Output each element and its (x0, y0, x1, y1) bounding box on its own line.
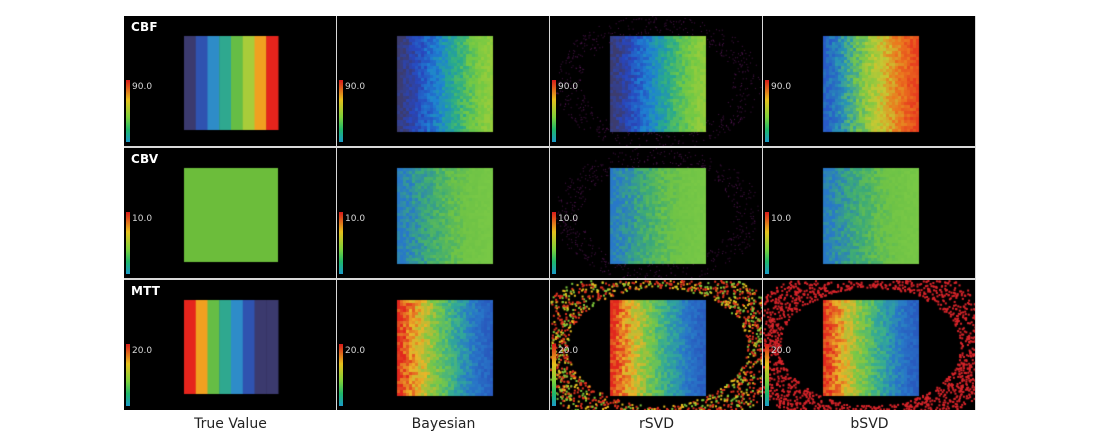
map-image (550, 16, 762, 146)
panel-cbf-0: 90.0 CBF (124, 16, 336, 146)
colorbar (339, 212, 343, 274)
panel-mtt-0: 20.0 MTT (124, 280, 336, 410)
panel-cbf-3: 90.0 (763, 16, 975, 146)
colorbar-max-label: 10.0 (771, 214, 792, 224)
colorbar (126, 212, 130, 274)
col-label-rsvd: rSVD (639, 416, 674, 432)
colorbar-max-label: 20.0 (132, 346, 153, 356)
colorbar-max-label: 10.0 (345, 214, 366, 224)
map-image (337, 280, 549, 410)
colorbar-max-label: 10.0 (558, 214, 579, 224)
map-image (124, 148, 336, 278)
colorbar (126, 80, 130, 142)
col-label-bsvd: bSVD (850, 416, 889, 432)
map-image (550, 280, 762, 410)
figure-grid: 90.0 CBF 90.0 90.0 90.0 10.0 CBV 10.0 10.0 10.0 20… (124, 16, 976, 410)
colorbar-max-label: 20.0 (771, 346, 792, 356)
colorbar (552, 212, 556, 274)
panel-mtt-1: 20.0 (337, 280, 549, 410)
row-label-mtt: MTT (131, 284, 161, 298)
colorbar (339, 344, 343, 406)
panel-cbv-0: 10.0 CBV (124, 148, 336, 278)
colorbar (339, 80, 343, 142)
panel-cbv-1: 10.0 (337, 148, 549, 278)
colorbar (126, 344, 130, 406)
map-image (763, 280, 975, 410)
panel-cbv-2: 10.0 (550, 148, 762, 278)
panel-mtt-2: 20.0 (550, 280, 762, 410)
colorbar-max-label: 10.0 (132, 214, 153, 224)
colorbar (765, 212, 769, 274)
panel-cbf-1: 90.0 (337, 16, 549, 146)
map-image (763, 16, 975, 146)
map-image (124, 16, 336, 146)
col-label-true-value: True Value (194, 416, 267, 432)
colorbar-max-label: 90.0 (132, 82, 153, 92)
map-image (550, 148, 762, 278)
map-image (763, 148, 975, 278)
panel-mtt-3: 20.0 (763, 280, 975, 410)
colorbar-max-label: 90.0 (558, 82, 579, 92)
panel-cbv-3: 10.0 (763, 148, 975, 278)
colorbar (552, 80, 556, 142)
col-label-bayesian: Bayesian (411, 416, 476, 432)
panel-cbf-2: 90.0 (550, 16, 762, 146)
colorbar-max-label: 90.0 (771, 82, 792, 92)
colorbar (552, 344, 556, 406)
colorbar (765, 344, 769, 406)
map-image (337, 148, 549, 278)
map-image (337, 16, 549, 146)
colorbar (765, 80, 769, 142)
colorbar-max-label: 20.0 (558, 346, 579, 356)
colorbar-max-label: 90.0 (345, 82, 366, 92)
row-label-cbf: CBF (131, 20, 158, 34)
colorbar-max-label: 20.0 (345, 346, 366, 356)
row-label-cbv: CBV (131, 152, 159, 166)
map-image (124, 280, 336, 410)
